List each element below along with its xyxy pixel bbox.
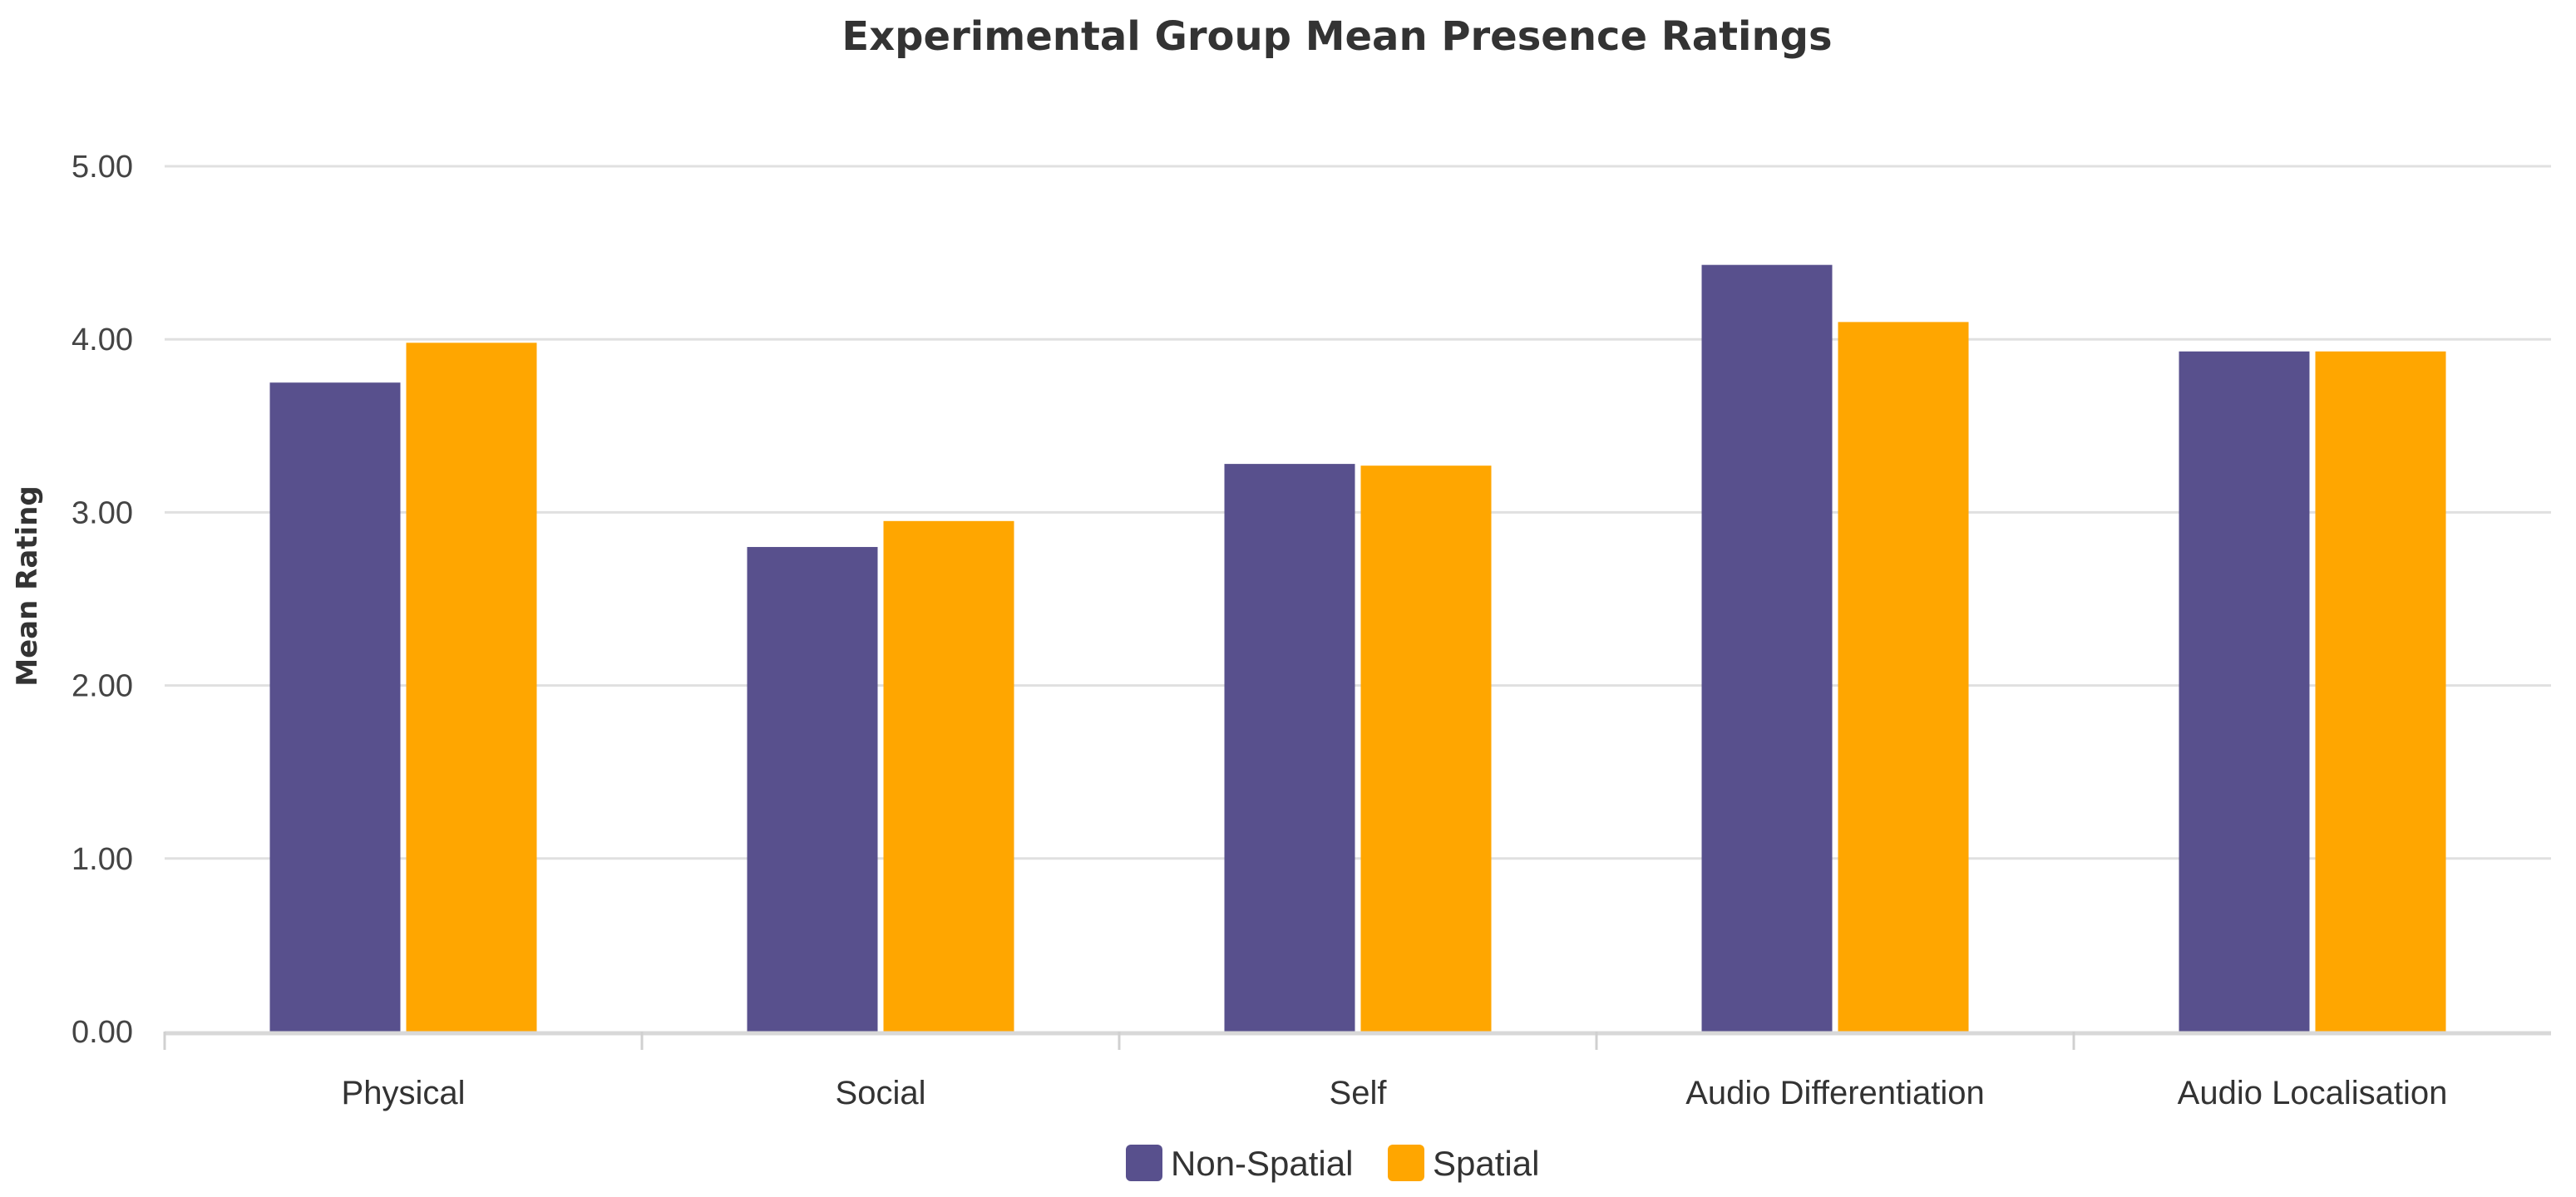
x-category-label: Self — [1330, 1075, 1388, 1111]
bars — [269, 264, 2446, 1032]
y-tick-label: 4.00 — [72, 323, 133, 357]
x-category-label: Physical — [342, 1075, 466, 1111]
legend-swatch — [1388, 1145, 1424, 1181]
y-tick-label: 1.00 — [72, 842, 133, 877]
y-axis-ticks: 0.00 1.00 2.00 3.00 4.00 5.00 — [72, 150, 133, 1050]
y-tick-label: 5.00 — [72, 150, 133, 185]
y-tick-label: 0.00 — [72, 1015, 133, 1050]
bar-spatial-physical[interactable] — [406, 342, 537, 1032]
y-axis-title: Mean Rating — [11, 485, 44, 686]
bar-spatial-social[interactable] — [883, 520, 1014, 1032]
legend-item-non-spatial[interactable]: Non-Spatial — [1126, 1144, 1353, 1183]
y-tick-label: 2.00 — [72, 669, 133, 704]
y-tick-label: 3.00 — [72, 495, 133, 530]
legend-item-spatial[interactable]: Spatial — [1388, 1144, 1539, 1183]
bar-spatial-audio-localisation[interactable] — [2315, 351, 2446, 1032]
legend-label: Non-Spatial — [1171, 1144, 1353, 1183]
gridlines — [165, 165, 2551, 860]
chart-title: Experimental Group Mean Presence Ratings — [841, 13, 1832, 60]
bar-spatial-self[interactable] — [1360, 466, 1492, 1032]
bar-spatial-audio-differentiation[interactable] — [1838, 322, 1969, 1032]
bar-non-spatial-social[interactable] — [747, 547, 878, 1032]
bar-non-spatial-audio-localisation[interactable] — [2179, 351, 2310, 1032]
bar-non-spatial-physical[interactable] — [269, 382, 401, 1032]
legend-swatch — [1126, 1145, 1162, 1181]
bar-non-spatial-audio-differentiation[interactable] — [1701, 264, 1833, 1032]
legend-label: Spatial — [1433, 1144, 1539, 1183]
legend[interactable]: Non-Spatial Spatial — [1126, 1144, 1539, 1183]
x-category-label: Social — [836, 1075, 926, 1111]
bar-non-spatial-self[interactable] — [1224, 464, 1355, 1032]
x-category-label: Audio Localisation — [2178, 1075, 2448, 1111]
x-category-label: Audio Differentiation — [1685, 1075, 1985, 1111]
x-axis: Physical Social Self Audio Differentiation A… — [163, 1031, 2551, 1111]
